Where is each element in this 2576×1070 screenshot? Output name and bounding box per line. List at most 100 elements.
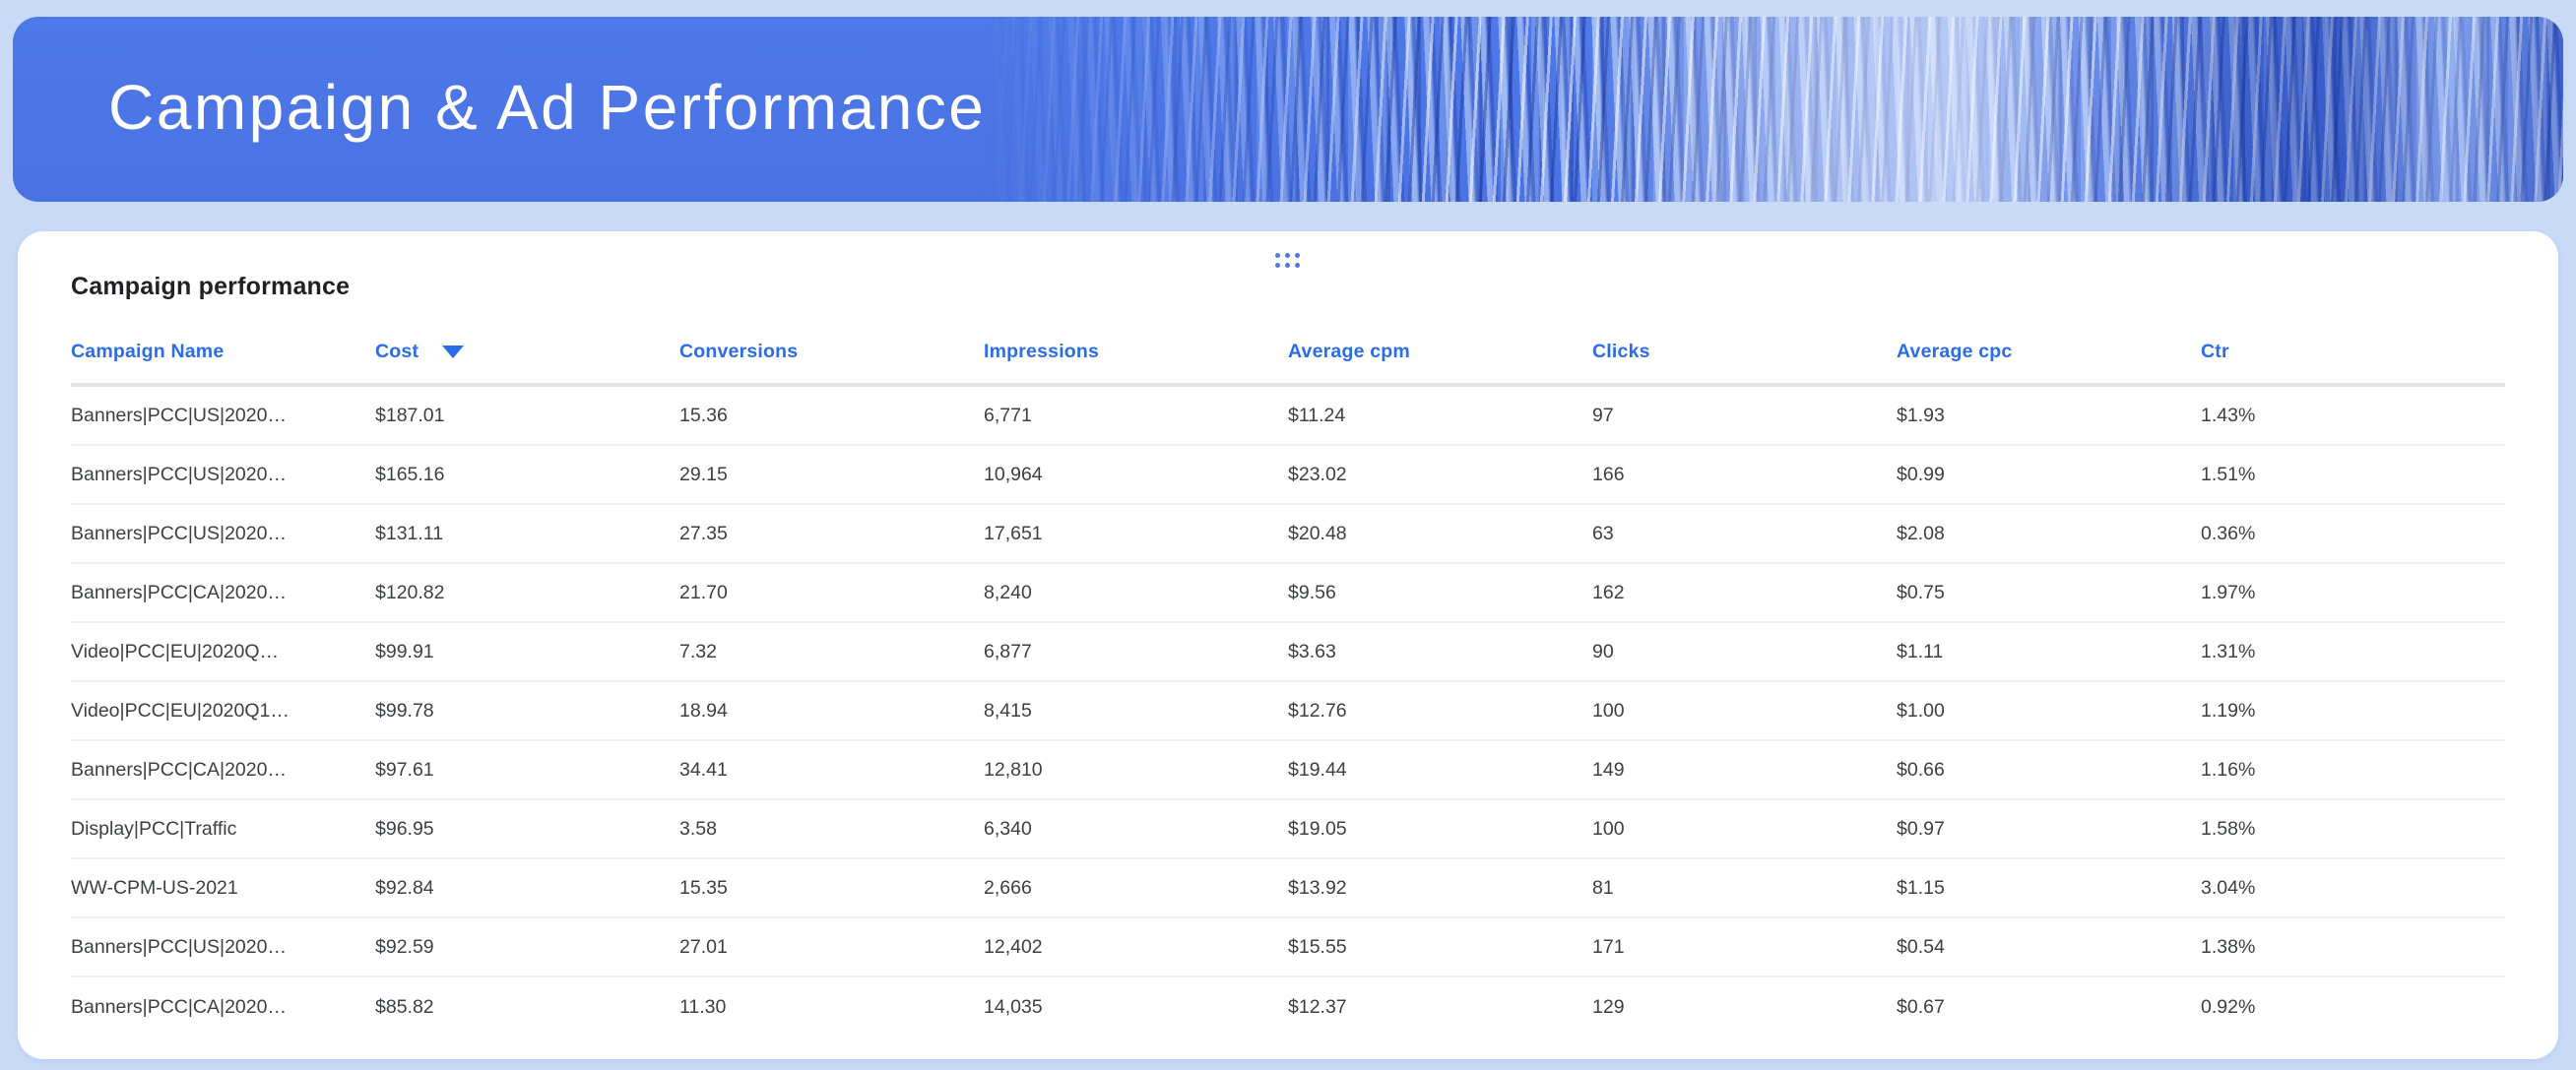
table-cell: 27.01 bbox=[679, 935, 728, 958]
table-cell: Banners|PCC|US|2020… bbox=[71, 463, 287, 485]
table-row: Banners|PCC|CA|2020… $120.82 21.70 8,240 $9.… bbox=[71, 564, 2505, 623]
table-cell: $2.08 bbox=[1897, 522, 1945, 544]
table-cell: 162 bbox=[1592, 581, 1625, 603]
column-header-average-cpm[interactable]: Average cpm bbox=[1288, 341, 1592, 363]
table-cell: Banners|PCC|CA|2020… bbox=[71, 758, 287, 781]
table-cell: Video|PCC|EU|2020Q… bbox=[71, 640, 280, 662]
table-cell: $19.44 bbox=[1288, 758, 1347, 781]
column-header-average-cpc[interactable]: Average cpc bbox=[1897, 341, 2201, 363]
table-cell: $92.59 bbox=[375, 935, 434, 958]
table-cell: 171 bbox=[1592, 935, 1625, 958]
table-cell: 166 bbox=[1592, 463, 1625, 485]
table-cell: $165.16 bbox=[375, 463, 445, 485]
table-cell: 29.15 bbox=[679, 463, 728, 485]
table-cell: 81 bbox=[1592, 876, 1614, 899]
table-cell: 63 bbox=[1592, 522, 1614, 544]
table-cell: 6,340 bbox=[984, 817, 1032, 840]
column-header-ctr[interactable]: Ctr bbox=[2201, 341, 2505, 363]
table-cell: $0.67 bbox=[1897, 995, 1945, 1018]
table-cell: Video|PCC|EU|2020Q1… bbox=[71, 699, 290, 722]
table-cell: 14,035 bbox=[984, 995, 1043, 1018]
table-cell: $187.01 bbox=[375, 404, 445, 426]
table-row: Banners|PCC|US|2020… $187.01 15.36 6,771 $11… bbox=[71, 387, 2505, 446]
table-cell: $97.61 bbox=[375, 758, 434, 781]
table-cell: $0.54 bbox=[1897, 935, 1945, 958]
column-header-label: Ctr bbox=[2201, 341, 2229, 362]
table-cell: $9.56 bbox=[1288, 581, 1336, 603]
table-cell: $12.37 bbox=[1288, 995, 1347, 1018]
table-row: Banners|PCC|US|2020… $165.16 29.15 10,964 $2… bbox=[71, 446, 2505, 505]
table-cell: 1.19% bbox=[2201, 699, 2256, 722]
column-header-impressions[interactable]: Impressions bbox=[984, 341, 1288, 363]
table-cell: 21.70 bbox=[679, 581, 728, 603]
column-header-label: Cost bbox=[375, 341, 419, 362]
table-cell: 2,666 bbox=[984, 876, 1032, 899]
table-cell: 18.94 bbox=[679, 699, 728, 722]
table-header-row: Campaign Name Cost Conversions Impressions A… bbox=[71, 325, 2505, 387]
table-cell: WW-CPM-US-2021 bbox=[71, 876, 238, 899]
table-row: Banners|PCC|CA|2020… $97.61 34.41 12,810 $19… bbox=[71, 741, 2505, 800]
page-title: Campaign & Ad Performance bbox=[108, 71, 987, 143]
table-cell: $13.92 bbox=[1288, 876, 1347, 899]
table-cell: 100 bbox=[1592, 817, 1625, 840]
table-cell: $20.48 bbox=[1288, 522, 1347, 544]
column-header-campaign-name[interactable]: Campaign Name bbox=[71, 341, 375, 363]
table-cell: 10,964 bbox=[984, 463, 1043, 485]
table-cell: $11.24 bbox=[1288, 404, 1346, 426]
column-header-label: Campaign Name bbox=[71, 341, 225, 362]
table-cell: 8,240 bbox=[984, 581, 1032, 603]
table-cell: $85.82 bbox=[375, 995, 434, 1018]
table-cell: 1.51% bbox=[2201, 463, 2256, 485]
table-cell: $15.55 bbox=[1288, 935, 1347, 958]
table-cell: Banners|PCC|CA|2020… bbox=[71, 995, 287, 1018]
sort-desc-icon bbox=[442, 346, 465, 358]
table-cell: $0.75 bbox=[1897, 581, 1945, 603]
table-cell: 3.58 bbox=[679, 817, 717, 840]
table-cell: 15.36 bbox=[679, 404, 728, 426]
table-cell: 6,877 bbox=[984, 640, 1032, 662]
table-cell: 1.38% bbox=[2201, 935, 2256, 958]
table-cell: 1.58% bbox=[2201, 817, 2256, 840]
table-cell: $131.11 bbox=[375, 522, 444, 544]
table-cell: 12,402 bbox=[984, 935, 1043, 958]
table-cell: Banners|PCC|CA|2020… bbox=[71, 581, 287, 603]
table-cell: 12,810 bbox=[984, 758, 1043, 781]
table-cell: Banners|PCC|US|2020… bbox=[71, 935, 287, 958]
table-cell: $1.00 bbox=[1897, 699, 1945, 722]
table-cell: 7.32 bbox=[679, 640, 717, 662]
drag-handle-icon[interactable] bbox=[1275, 253, 1301, 269]
column-header-cost[interactable]: Cost bbox=[375, 341, 679, 363]
header-banner: Campaign & Ad Performance bbox=[13, 17, 2563, 202]
table-cell: 15.35 bbox=[679, 876, 728, 899]
table-cell: $19.05 bbox=[1288, 817, 1347, 840]
table-cell: 100 bbox=[1592, 699, 1625, 722]
table-cell: $3.63 bbox=[1288, 640, 1336, 662]
table-cell: 0.36% bbox=[2201, 522, 2256, 544]
table-cell: 8,415 bbox=[984, 699, 1032, 722]
column-header-label: Average cpc bbox=[1897, 341, 2013, 362]
table-cell: $1.93 bbox=[1897, 404, 1945, 426]
card-content: Campaign performance Campaign Name Cost Co… bbox=[18, 231, 2558, 1037]
table-body: Banners|PCC|US|2020… $187.01 15.36 6,771 $11… bbox=[71, 387, 2505, 1037]
table-cell: 34.41 bbox=[679, 758, 728, 781]
table-cell: 90 bbox=[1592, 640, 1614, 662]
table-cell: 97 bbox=[1592, 404, 1614, 426]
table-cell: $99.78 bbox=[375, 699, 434, 722]
column-header-clicks[interactable]: Clicks bbox=[1592, 341, 1897, 363]
table-cell: 1.16% bbox=[2201, 758, 2256, 781]
table-cell: 17,651 bbox=[984, 522, 1043, 544]
table-cell: $0.66 bbox=[1897, 758, 1945, 781]
table-row: Banners|PCC|US|2020… $92.59 27.01 12,402 $15… bbox=[71, 918, 2505, 977]
table-cell: $12.76 bbox=[1288, 699, 1347, 722]
table-cell: $0.97 bbox=[1897, 817, 1945, 840]
table-cell: 0.92% bbox=[2201, 995, 2256, 1018]
table-cell: 6,771 bbox=[984, 404, 1032, 426]
table-row: Display|PCC|Traffic $96.95 3.58 6,340 $19.05… bbox=[71, 800, 2505, 859]
table-cell: $0.99 bbox=[1897, 463, 1945, 485]
column-header-conversions[interactable]: Conversions bbox=[679, 341, 984, 363]
table-cell: $1.15 bbox=[1897, 876, 1945, 899]
column-header-label: Impressions bbox=[984, 341, 1100, 362]
header-stripes-shading bbox=[982, 17, 2563, 202]
table-cell: $96.95 bbox=[375, 817, 434, 840]
